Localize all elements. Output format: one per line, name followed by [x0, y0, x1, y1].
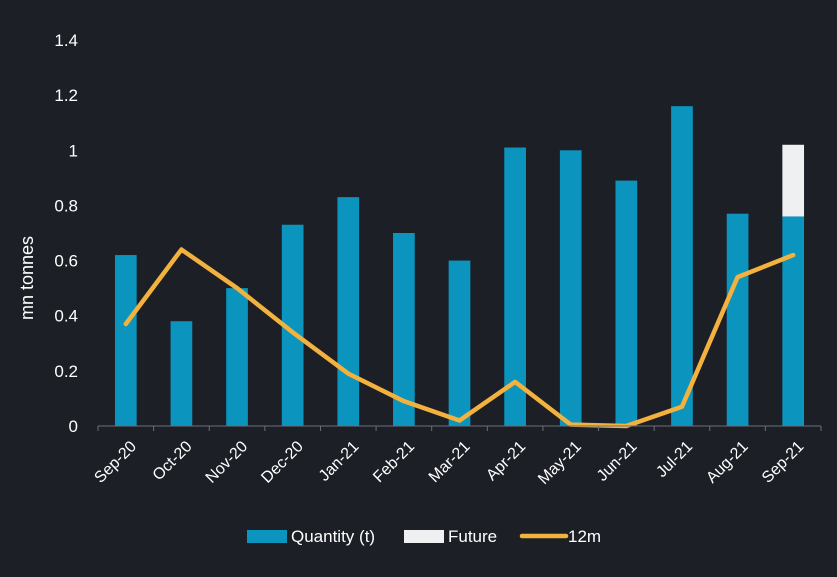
y-tick-label: 0.4: [54, 307, 78, 326]
legend-swatch: [247, 530, 287, 543]
x-tick-label: Sep-20: [91, 438, 140, 487]
x-tick-label: Feb-21: [370, 438, 418, 486]
y-tick-label: 0.8: [54, 196, 78, 215]
x-tick-label: May-21: [535, 438, 585, 488]
bar-quantity-t: [504, 147, 526, 426]
legend-swatch: [404, 530, 444, 543]
x-tick-label: Oct-20: [150, 438, 196, 484]
bar-quantity-t: [448, 260, 471, 426]
bars: [114, 106, 805, 427]
bar-quantity-t: [559, 150, 582, 427]
x-tick-label: Aug-21: [703, 438, 752, 487]
x-tick-label: Sep-21: [759, 438, 808, 487]
legend: Quantity (t) Future 12m: [247, 527, 601, 546]
bar-future: [782, 144, 805, 217]
x-tick-label: Jan-21: [316, 438, 363, 485]
x-tick-label: Jun-21: [594, 438, 641, 485]
line-12m: [123, 247, 796, 429]
bar-quantity-t: [782, 216, 805, 426]
x-tick-label: Dec-20: [258, 438, 307, 487]
y-tick-label: 1.2: [54, 86, 78, 105]
y-axis-title: mn tonnes: [17, 236, 37, 320]
y-axis-ticks: 0 0.2 0.4 0.6 0.8 1 1.2 1.4: [54, 31, 78, 436]
y-tick-label: 1: [69, 141, 78, 160]
y-tick-label: 1.4: [54, 31, 78, 50]
bar-quantity-t: [615, 180, 638, 426]
x-tick-label: Apr-21: [483, 438, 529, 484]
x-axis-ticks: Sep-20 Oct-20 Nov-20 Dec-20 Jan-21 Feb-21 Mar-…: [91, 426, 822, 488]
bar-quantity-t: [393, 233, 415, 426]
x-tick-label: Mar-21: [426, 438, 474, 486]
legend-label: Quantity (t): [291, 527, 375, 546]
y-tick-label: 0.2: [54, 362, 78, 381]
y-tick-label: 0.6: [54, 252, 78, 271]
x-tick-label: Nov-20: [203, 438, 252, 487]
bar-quantity-t: [671, 106, 693, 427]
line-series: [123, 247, 796, 429]
bar-quantity-t: [114, 255, 137, 426]
bar-quantity-t: [226, 288, 248, 426]
bar-quantity-t: [726, 213, 749, 426]
bar-quantity-t: [170, 321, 193, 426]
y-tick-label: 0: [69, 417, 78, 436]
legend-label: Future: [448, 527, 497, 546]
legend-label: 12m: [568, 527, 601, 546]
x-tick-label: Jul-21: [653, 438, 696, 481]
bar-quantity-t: [281, 224, 304, 426]
bar-quantity-t: [337, 197, 360, 426]
